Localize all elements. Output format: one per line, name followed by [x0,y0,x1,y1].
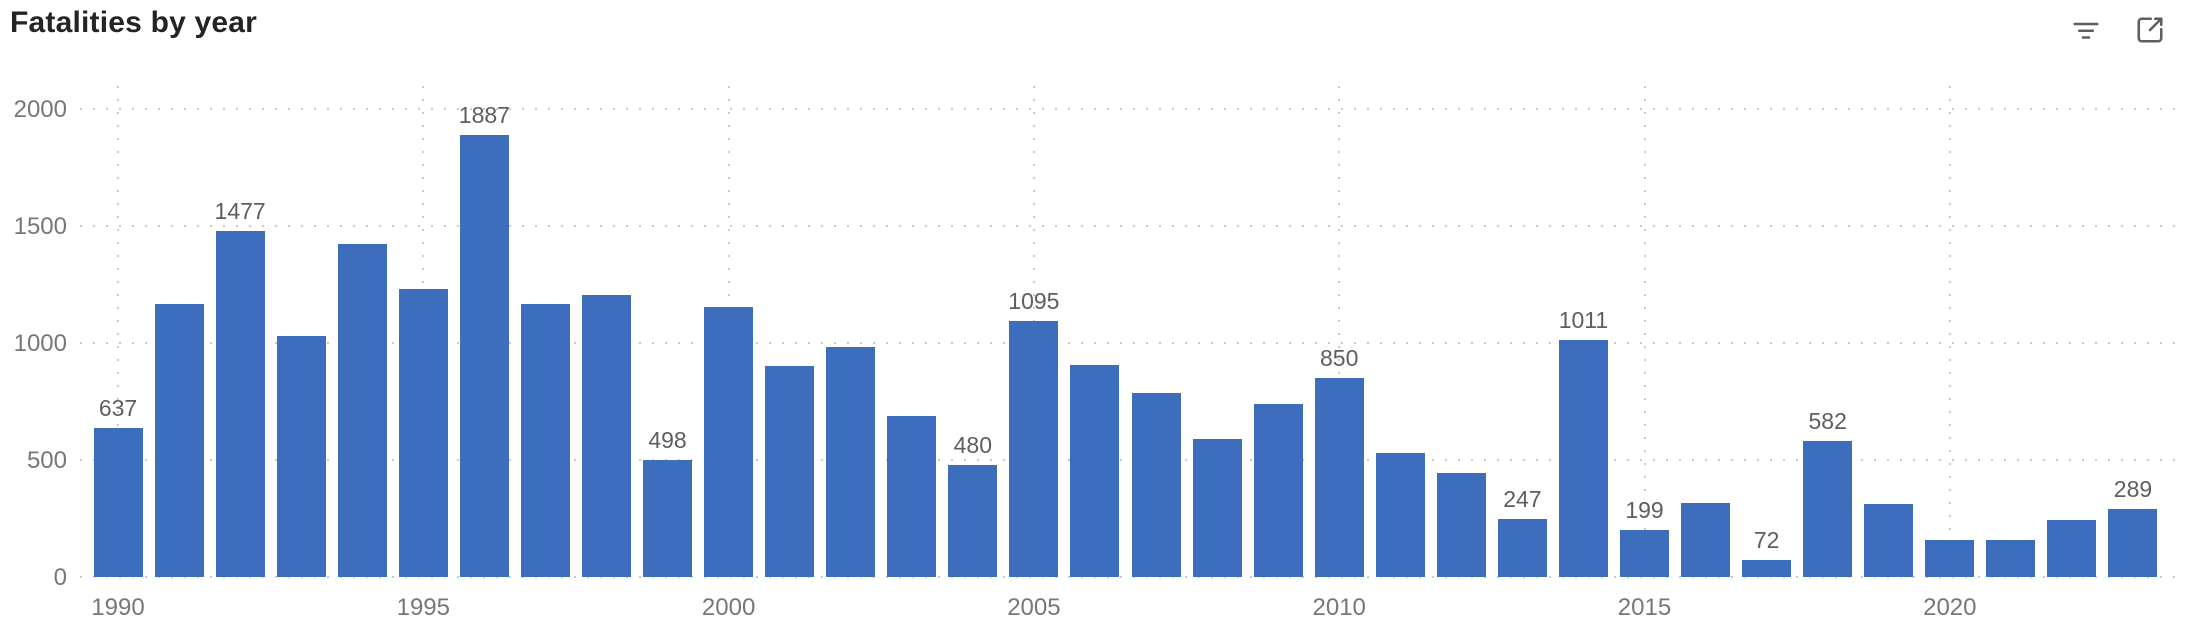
bar-2008[interactable] [1192,438,1242,577]
data-label-2023: 289 [2113,476,2153,503]
x-axis-tick-label: 2020 [1923,594,1977,621]
h-gridline [80,225,2186,227]
chart-title: Fatalities by year [10,6,258,39]
data-label-1996: 1887 [458,102,510,129]
data-label-2014: 1011 [1558,307,1609,334]
bar-2023[interactable] [2108,509,2158,577]
bar-1995[interactable] [398,289,448,577]
bar-2001[interactable] [765,366,815,577]
y-axis-tick-label: 1000 [13,330,67,357]
bar-2007[interactable] [1131,393,1181,577]
data-label-2013: 247 [1503,486,1542,513]
h-gridline [80,108,2186,110]
bar-1996[interactable] [459,135,509,577]
y-axis-tick-label: 500 [26,447,67,474]
data-label-2018: 582 [1808,407,1847,434]
bar-2006[interactable] [1070,365,1120,577]
bar-1994[interactable] [337,243,387,577]
bar-2019[interactable] [1864,504,1914,577]
data-label-1992: 1477 [214,198,266,225]
bar-1991[interactable] [154,304,204,577]
v-gridline [1338,86,1341,577]
bar-2022[interactable] [2047,519,2097,577]
bar-2016[interactable] [1681,503,1731,577]
v-gridline [117,86,119,577]
bar-2020[interactable] [1925,539,1975,577]
bar-1992[interactable] [215,231,265,577]
bar-2017[interactable] [1742,560,1792,577]
y-axis-tick-label: 1500 [13,213,67,240]
x-axis-tick-label: 2015 [1617,594,1672,621]
data-label-1990: 637 [98,394,138,421]
bar-1990[interactable] [93,427,143,577]
data-label-2004: 480 [953,431,993,458]
bar-2014[interactable] [1558,340,1608,577]
bar-2015[interactable] [1620,530,1669,577]
x-axis-tick-label: 2010 [1312,594,1366,621]
h-gridline [80,576,2186,578]
data-label-2010: 850 [1320,345,1359,372]
bar-1998[interactable] [581,295,631,577]
bar-2004[interactable] [948,464,998,577]
bar-2018[interactable] [1803,440,1853,577]
bar-1997[interactable] [520,304,570,577]
x-axis-tick-label: 1990 [91,594,145,621]
y-axis-tick-label: 2000 [13,96,67,123]
bar-2010[interactable] [1314,378,1364,577]
bar-2013[interactable] [1497,519,1547,577]
data-label-2017: 72 [1753,527,1780,554]
bar-2021[interactable] [1986,539,2036,577]
v-gridline [1643,86,1646,577]
bar-2000[interactable] [704,306,754,577]
bar-1999[interactable] [643,460,693,577]
visual-header-toolbar [2068,12,2168,48]
h-gridline [80,342,2186,344]
bar-2011[interactable] [1375,452,1425,577]
bar-2012[interactable] [1436,472,1486,577]
focus-mode-icon[interactable] [2132,12,2168,48]
bar-2005[interactable] [1009,320,1059,577]
bar-2002[interactable] [826,346,876,577]
data-label-1999: 498 [648,427,687,454]
bar-2003[interactable] [887,415,937,577]
x-axis-tick-label: 2000 [701,594,756,621]
v-gridline [1948,86,1951,577]
data-label-2015: 199 [1625,497,1664,524]
x-axis-tick-label: 2005 [1007,594,1061,621]
x-axis-tick-label: 1995 [396,594,450,621]
y-axis-tick-label: 0 [53,564,67,591]
filter-icon[interactable] [2068,12,2104,48]
data-label-2005: 1095 [1008,287,1060,314]
bar-1993[interactable] [276,335,326,577]
bar-2009[interactable] [1253,403,1303,577]
